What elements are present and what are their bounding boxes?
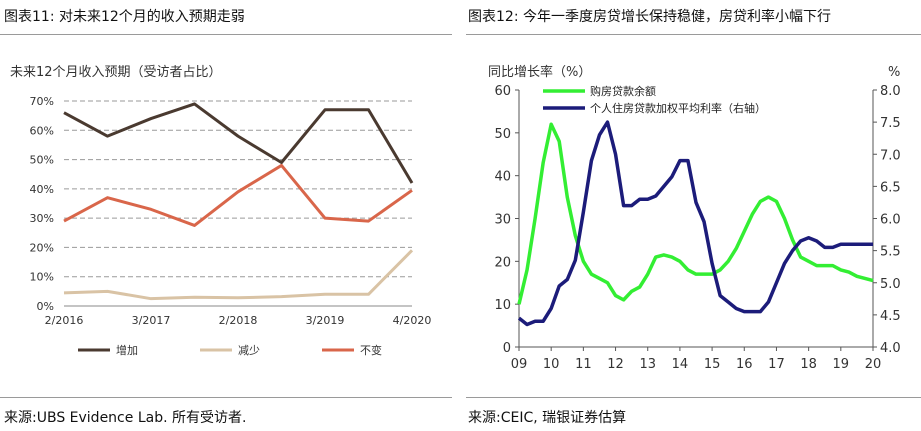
left-tick-label: 40: [494, 170, 511, 185]
legend-label: 不变: [360, 343, 382, 357]
right-mortgage-chart: 同比增长率（%） % 0 10 20 30 40 50 60 4.0 4.5 5.0 5.5 6.0 6.5…: [488, 64, 901, 372]
y-tick-label: 40%: [30, 183, 54, 196]
x-tick-label: 2/2018: [219, 314, 258, 327]
right-source-rule: [466, 397, 921, 398]
left-tick-label: 30: [494, 213, 511, 228]
x-tick-label: 3/2019: [306, 314, 345, 327]
right-tick-label: 4.0: [880, 341, 901, 356]
y-tick-label: 10%: [30, 271, 54, 284]
legend-label: 购房贷款余额: [590, 84, 656, 98]
x-tick-label: 4/2020: [393, 314, 432, 327]
x-tick-label: 13: [639, 357, 656, 372]
x-tick-label: 2/2016: [45, 314, 84, 327]
right-tick-label: 6.5: [880, 180, 901, 195]
left-tick-label: 10: [494, 298, 511, 313]
x-tick-label: 15: [704, 357, 721, 372]
series-line-0: [63, 102, 414, 184]
right-tick-label: 8.0: [880, 84, 901, 99]
left-income-expectation-chart: 未来12个月收入预期（受访者占比） 0% 10% 20% 30% 40% 50% 60% 70…: [10, 65, 432, 357]
right-tick-label: 7.0: [880, 148, 901, 163]
x-tick-label: 16: [736, 357, 753, 372]
y-tick-label: 70%: [30, 95, 54, 108]
right-source-note: 来源:CEIC, 瑞银证券估算: [468, 410, 627, 426]
series-line-1: [517, 120, 873, 327]
series-line-0: [517, 122, 874, 305]
y-tick-label: 0%: [37, 300, 54, 313]
x-tick-label: 14: [672, 357, 689, 372]
legend-label: 减少: [238, 344, 260, 357]
x-tick-label: 18: [800, 357, 817, 372]
left-axis-label: 同比增长率（%）: [488, 64, 591, 80]
left-chart-title: 未来12个月收入预期（受访者占比）: [10, 65, 222, 80]
series-line-2: [63, 163, 413, 227]
left-source-rule: [0, 397, 452, 398]
series-line-1: [63, 249, 414, 301]
right-title-rule: [466, 34, 921, 35]
y-tick-label: 20%: [30, 241, 54, 254]
x-tick-label: 20: [865, 357, 882, 372]
x-tick-label: 10: [543, 357, 560, 372]
x-tick-label: 12: [607, 357, 624, 372]
left-tick-label: 60: [494, 84, 511, 99]
right-tick-label: 5.0: [880, 277, 901, 292]
x-tick-label: 3/2017: [132, 314, 171, 327]
right-tick-label: 5.5: [880, 245, 901, 260]
left-title-rule: [0, 34, 452, 35]
y-tick-label: 60%: [30, 124, 54, 137]
right-figure-title: 图表12: 今年一季度房贷增长保持稳健，房贷利率小幅下行: [468, 9, 831, 25]
left-tick-label: 50: [494, 127, 511, 142]
x-tick-label: 09: [511, 357, 528, 372]
y-tick-label: 30%: [30, 212, 54, 225]
right-axis-label: %: [888, 65, 900, 80]
left-tick-label: 0: [503, 341, 511, 356]
legend-label: 个人住房贷款加权平均利率（右轴）: [590, 101, 766, 115]
left-figure-title: 图表11: 对未来12个月的收入预期走弱: [4, 9, 245, 25]
right-tick-label: 7.5: [880, 116, 901, 131]
left-source-note: 来源:UBS Evidence Lab. 所有受访者.: [4, 410, 247, 426]
right-tick-label: 4.5: [880, 309, 901, 324]
x-tick-label: 11: [575, 357, 592, 372]
x-tick-label: 17: [768, 357, 785, 372]
y-tick-label: 50%: [30, 154, 54, 167]
legend-label: 增加: [116, 343, 138, 357]
left-tick-label: 20: [494, 255, 511, 270]
right-tick-label: 6.0: [880, 213, 901, 228]
x-tick-label: 19: [833, 357, 850, 372]
